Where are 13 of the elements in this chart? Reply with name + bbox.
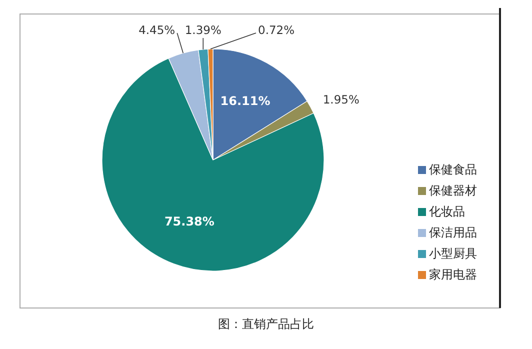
data-label: 0.72% [258, 23, 295, 38]
legend-label: 化妆品 [429, 204, 465, 218]
legend-label: 小型厨具 [429, 246, 477, 260]
data-label: 1.39% [184, 23, 222, 38]
legend-label: 家用电器 [429, 267, 477, 282]
legend-label: 保健器材 [429, 183, 477, 198]
data-label: 1.95% [322, 92, 360, 107]
data-label: 75.38% [164, 214, 214, 229]
data-label: 16.11% [220, 94, 270, 108]
text: 图：直销产品占比 [218, 317, 314, 331]
legend-label: 保健食品 [429, 162, 477, 176]
data-label: 4.45% [138, 23, 176, 38]
legend-label: 保洁用品 [429, 225, 477, 240]
